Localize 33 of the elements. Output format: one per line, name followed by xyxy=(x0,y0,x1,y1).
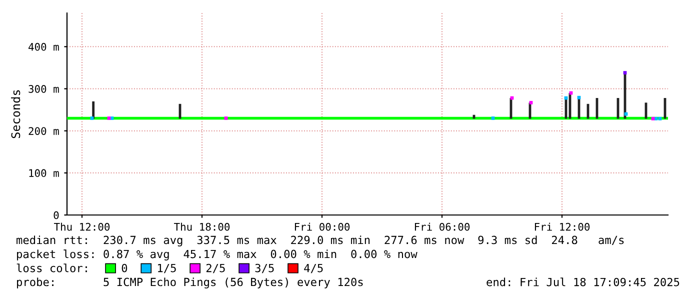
text: probe: 5 ICMP Echo Pings (56 Bytes) every 120s xyxy=(17,278,363,288)
y-axis-title: Seconds xyxy=(11,90,20,138)
y-tick-label: 300 m xyxy=(28,85,59,93)
point xyxy=(90,116,94,120)
point xyxy=(651,116,655,120)
y-tick-label: 400 m xyxy=(28,42,59,51)
legend-title: loss color: xyxy=(16,264,87,272)
point xyxy=(491,116,495,120)
legend-label: 4/5 xyxy=(304,264,323,274)
legend-label: 3/5 xyxy=(255,264,274,274)
point xyxy=(224,116,228,120)
point xyxy=(577,96,581,100)
text: packet loss: 0.87 % avg 45.17 % max 0.00 % min 0.00 % now xyxy=(17,250,418,260)
x-tick-label: Fri 12:00 xyxy=(534,222,590,231)
point xyxy=(110,116,114,120)
legend-label: 0 xyxy=(122,264,128,272)
y-tick-label: 100 m xyxy=(29,169,59,178)
point xyxy=(529,100,533,104)
y-tick-label: 0 xyxy=(54,211,59,220)
text: end: Fri Jul 18 17:09:45 2025 xyxy=(486,278,680,286)
x-tick-label: Thu 12:00 xyxy=(54,222,110,231)
point xyxy=(658,116,662,120)
x-tick-label: Thu 18:00 xyxy=(174,222,230,231)
bar xyxy=(92,101,95,119)
x-tick-label: Fri 06:00 xyxy=(414,222,470,231)
x-tick-label: Fri 00:00 xyxy=(294,222,350,231)
legend-label: 2/5 xyxy=(206,264,225,274)
point xyxy=(654,116,658,120)
y-tick-label: 200 m xyxy=(28,127,59,135)
text: median rtt: 230.7 ms avg 337.5 ms max 229.0 ms min 277.6 ms now 9.3 ms sd 24.8 am/s xyxy=(16,236,624,246)
point xyxy=(623,71,627,74)
legend-label: 1/5 xyxy=(158,264,176,274)
point xyxy=(107,116,111,120)
